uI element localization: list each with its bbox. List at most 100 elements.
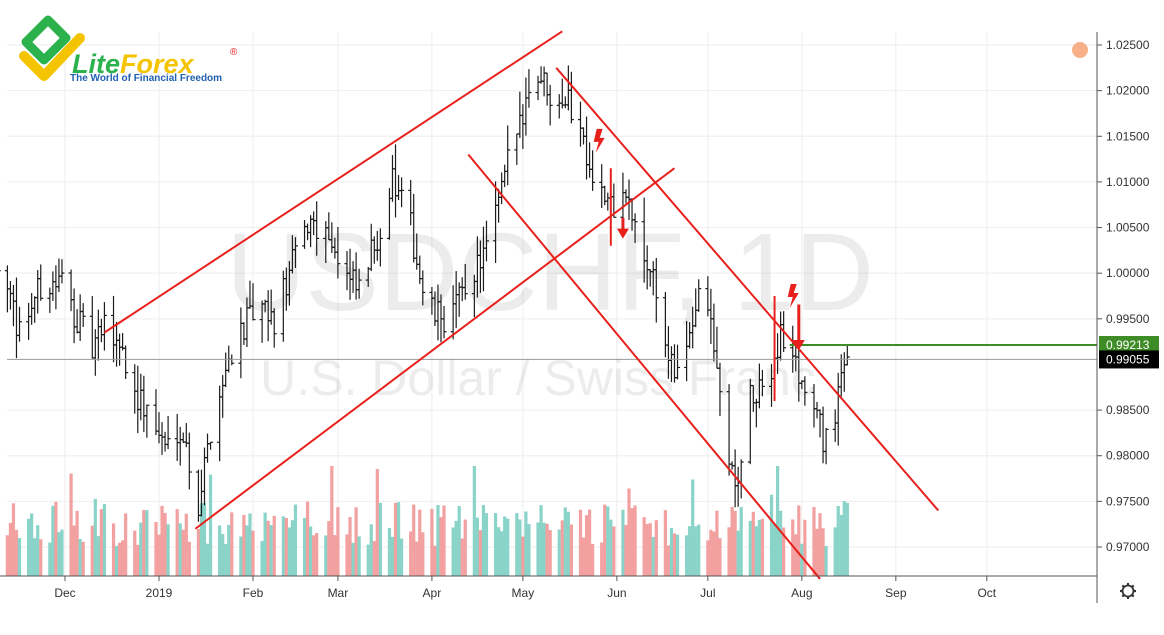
volume-bar bbox=[227, 524, 231, 576]
volume-bar bbox=[836, 505, 840, 576]
volume-bar bbox=[633, 505, 637, 576]
volume-bar bbox=[524, 511, 528, 576]
volume-bar bbox=[399, 538, 404, 576]
july-breakdown-arrow bbox=[792, 304, 805, 351]
time-tick-label: Oct bbox=[977, 586, 996, 600]
volume-bar bbox=[351, 542, 355, 576]
price-tick-label: 1.00500 bbox=[1106, 221, 1150, 235]
ohlc-bar bbox=[696, 279, 702, 312]
ohlc-bar bbox=[832, 409, 838, 442]
volume-bar bbox=[833, 527, 837, 576]
volume-bar bbox=[478, 530, 483, 576]
volume-bar bbox=[354, 507, 358, 576]
ohlc-bar bbox=[565, 65, 571, 111]
ohlc-bar bbox=[0, 270, 1, 272]
volume-bar bbox=[609, 519, 613, 576]
ohlc-bar bbox=[17, 306, 23, 342]
ohlc-bar bbox=[271, 308, 277, 348]
price-tick-label: 0.98000 bbox=[1106, 449, 1150, 463]
trendlines[interactable] bbox=[103, 30, 940, 580]
ascending-channel-lower bbox=[194, 167, 676, 530]
ohlc-bar bbox=[26, 302, 32, 340]
volume-bar bbox=[239, 536, 243, 576]
volume-bar bbox=[230, 512, 234, 576]
ohlc-bar bbox=[577, 101, 583, 147]
volume-bar bbox=[651, 536, 655, 576]
volume-bar bbox=[302, 517, 307, 576]
alert-indicator-dot[interactable] bbox=[1072, 42, 1088, 58]
volume-bar bbox=[51, 505, 55, 576]
time-tick-label: May bbox=[512, 586, 535, 600]
volume-bar bbox=[672, 533, 677, 576]
ohlc-bar bbox=[420, 270, 426, 306]
liteforex-logo: LiteForex ® The World of Financial Freed… bbox=[19, 15, 238, 84]
volume-bar bbox=[272, 515, 276, 576]
ohlc-bar bbox=[502, 164, 508, 188]
volume-bar bbox=[269, 525, 273, 576]
ohlc-bar bbox=[817, 409, 823, 438]
chart-settings-button[interactable] bbox=[1120, 583, 1136, 599]
volume-bar bbox=[760, 518, 765, 576]
volume-bar bbox=[369, 524, 373, 576]
ohlc-bar bbox=[92, 329, 98, 376]
volume-bar bbox=[642, 517, 646, 576]
volume-bar bbox=[242, 514, 246, 576]
volume-bar bbox=[11, 503, 16, 576]
ohlc-bar bbox=[547, 84, 553, 126]
price-axis[interactable]: 1.02500 1.02000 1.01500 1.01000 1.00500 1.000… bbox=[1096, 32, 1150, 603]
volume-bar bbox=[815, 528, 819, 576]
volume-bar bbox=[330, 466, 334, 576]
volume-bar bbox=[603, 504, 607, 576]
volume-bar bbox=[821, 528, 825, 576]
ohlc-bar bbox=[514, 133, 520, 165]
volume-bar bbox=[542, 522, 546, 576]
volume-bar bbox=[772, 524, 777, 576]
volume-bar bbox=[481, 504, 486, 576]
volume-bar bbox=[72, 525, 76, 576]
ohlc-bar bbox=[462, 264, 468, 300]
ohlc-bar bbox=[174, 413, 180, 461]
volume-bar bbox=[114, 545, 119, 576]
ohlc-bar bbox=[389, 155, 395, 202]
ohlc-bar bbox=[77, 294, 83, 341]
volume-bar bbox=[409, 531, 413, 576]
volume-bar bbox=[163, 512, 167, 576]
volume-bar bbox=[378, 502, 382, 576]
volume-bar bbox=[111, 523, 116, 576]
volume-bar bbox=[60, 529, 64, 576]
ohlc-bar bbox=[208, 441, 214, 450]
ohlc-bar bbox=[556, 94, 562, 119]
ohlc-bar bbox=[138, 373, 144, 421]
volume-bar bbox=[93, 498, 97, 576]
volume-bar bbox=[5, 535, 9, 576]
ohlc-bar bbox=[623, 189, 629, 204]
volume-bar bbox=[621, 509, 625, 576]
price-tick-label: 0.99500 bbox=[1106, 312, 1150, 326]
ohlc-bar bbox=[74, 309, 80, 334]
volume-bar bbox=[587, 509, 592, 576]
time-axis[interactable]: Dec 2019 Feb Mar Apr May Jun Jul Aug Sep Oct bbox=[0, 575, 1097, 600]
ohlc-bar bbox=[35, 270, 41, 314]
volume-bar bbox=[418, 509, 422, 576]
ohlc-bar bbox=[823, 427, 829, 465]
price-tick-label: 0.97500 bbox=[1106, 494, 1150, 508]
volume-bar bbox=[196, 529, 201, 576]
volume-bar bbox=[669, 528, 674, 576]
volume-bar bbox=[54, 501, 58, 576]
volume-bar bbox=[136, 544, 140, 576]
ohlc-bar bbox=[599, 164, 605, 209]
volume-bar bbox=[527, 524, 531, 576]
price-tick-label: 1.02000 bbox=[1106, 84, 1150, 98]
volume-bar bbox=[709, 529, 713, 576]
volume-bar bbox=[436, 505, 440, 576]
ohlc-bar bbox=[335, 226, 341, 279]
volume-bar bbox=[460, 538, 464, 576]
volume-bar bbox=[612, 526, 616, 576]
ohlc-bar bbox=[132, 364, 138, 414]
volume-bar bbox=[493, 513, 498, 576]
ohlc-bar bbox=[584, 116, 590, 180]
ohlc-bar bbox=[441, 305, 447, 339]
marked-level-tag-text: 0.99213 bbox=[1106, 338, 1150, 352]
ohlc-bar bbox=[153, 389, 159, 436]
